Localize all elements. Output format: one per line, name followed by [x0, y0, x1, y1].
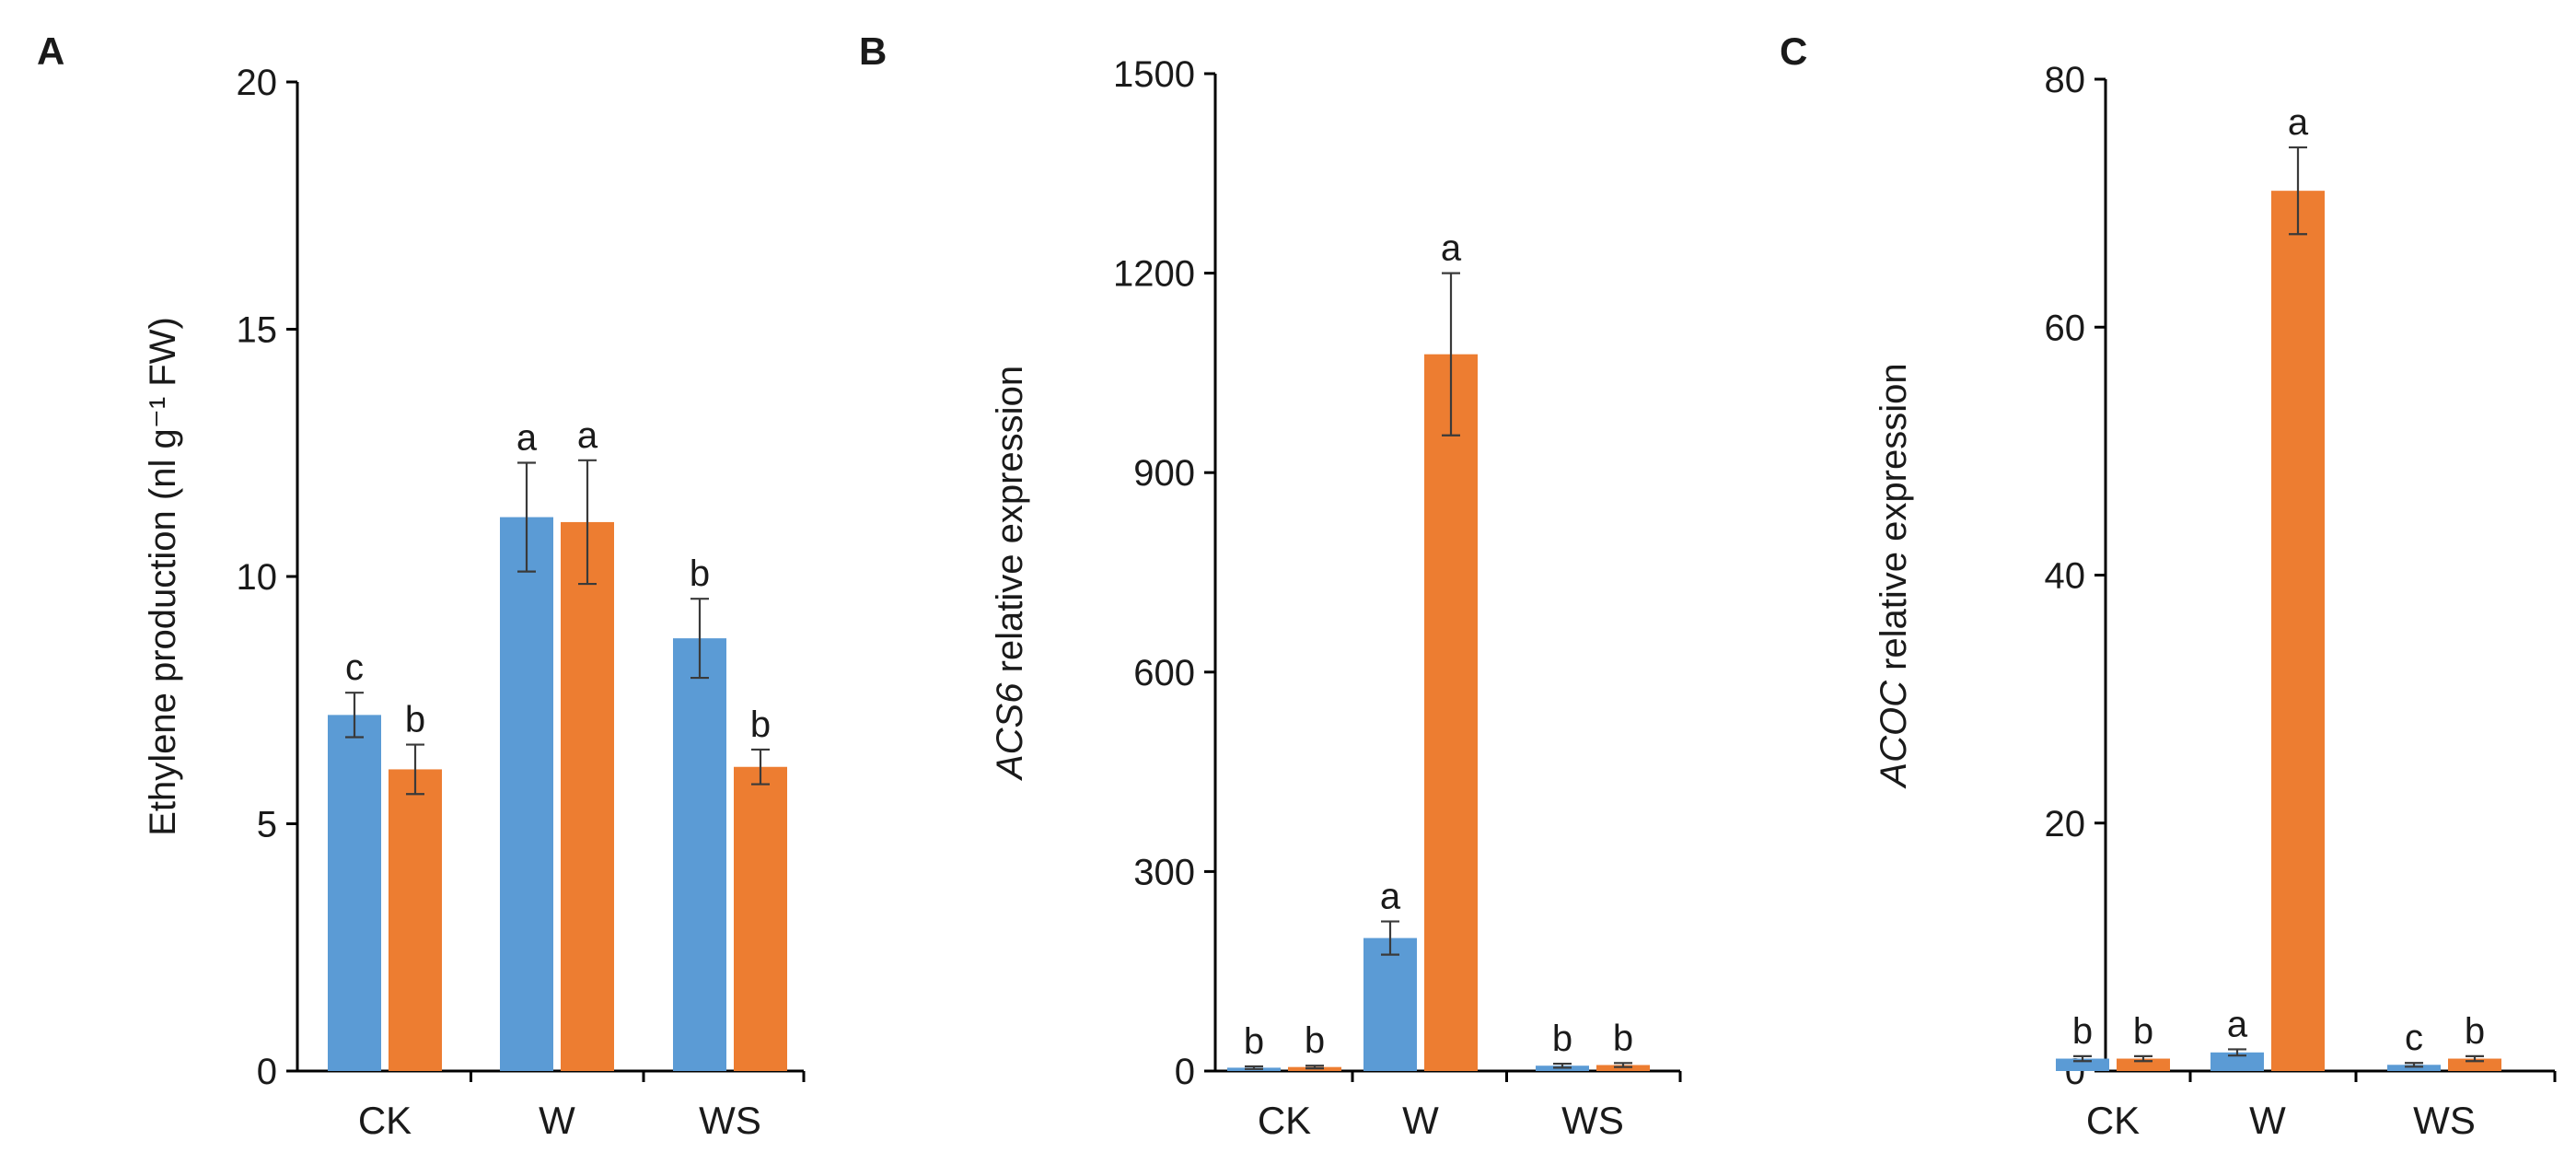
x-tick-label-ck: CK [358, 1099, 412, 1142]
significance-letter: b [2072, 1011, 2093, 1052]
significance-letter: b [2465, 1011, 2485, 1052]
y-tick-label: 1500 [1113, 54, 1195, 95]
panel-letter: B [859, 29, 887, 73]
bar-w-series1 [2210, 1052, 2264, 1071]
y-axis-title-rest: relative expression [990, 366, 1030, 683]
significance-letter: a [1441, 228, 1462, 269]
significance-letter: a [2288, 102, 2309, 143]
bar-ck-series2 [389, 769, 442, 1071]
bar-w-series2 [1424, 354, 1478, 1072]
significance-letter: c [2405, 1018, 2423, 1058]
panel-B: B 0 300 600 900 1200 1500 CK W WS ACS6 relative ex… [859, 29, 1682, 1142]
y-tick-label: 600 [1133, 653, 1195, 693]
y-axis-title: Ethylene production (nl g⁻¹ FW) [143, 317, 183, 836]
bar-ws-series2 [734, 766, 787, 1071]
y-axis-title-gene: ACOC [1874, 680, 1914, 789]
y-axis-title-rest: relative expression [1874, 363, 1914, 681]
y-tick-label: 300 [1133, 852, 1195, 892]
x-tick-label-ws: WS [699, 1099, 761, 1142]
bar-w-series2 [561, 521, 614, 1071]
bar-w-series1 [1363, 937, 1417, 1071]
panel-letter: A [37, 29, 64, 73]
significance-letter: b [405, 700, 425, 740]
bar-ck-series1 [328, 715, 381, 1071]
bar-w-series2 [2271, 191, 2325, 1072]
y-tick-label: 0 [257, 1052, 277, 1092]
x-tick-label-ck: CK [1258, 1099, 1311, 1142]
y-tick-label: 40 [2045, 556, 2086, 597]
bar-ws-series1 [2387, 1065, 2441, 1071]
bar-w-series1 [500, 517, 553, 1071]
y-axis-title-gene: ACS6 [990, 682, 1030, 781]
y-axis-title: ACOC relative expression [1874, 363, 1914, 788]
y-tick-label: 20 [237, 63, 278, 103]
y-tick-label: 10 [237, 557, 278, 598]
bar-ck-series1 [2056, 1058, 2109, 1071]
panel-A: A 0 5 10 15 20 CK W WS Ethylene production (nl g⁻… [37, 29, 806, 1142]
significance-letter: a [1380, 877, 1401, 917]
y-tick-label: 5 [257, 805, 277, 845]
significance-letter: b [750, 704, 771, 745]
significance-letter: b [1613, 1018, 1633, 1058]
x-tick-label-w: W [2249, 1099, 2286, 1142]
y-tick-label: 0 [1175, 1052, 1195, 1092]
significance-letter: a [577, 415, 598, 456]
x-tick-label-ck: CK [2086, 1099, 2140, 1142]
significance-letter: c [345, 647, 364, 688]
x-tick-label-ws: WS [1561, 1099, 1624, 1142]
significance-letter: a [2227, 1004, 2248, 1044]
y-tick-label: 20 [2045, 804, 2086, 844]
y-tick-label: 80 [2045, 60, 2086, 100]
significance-letter: b [2133, 1011, 2153, 1052]
x-tick-label-w: W [1402, 1099, 1439, 1142]
y-tick-label: 60 [2045, 308, 2086, 348]
bar-ck-series2 [2117, 1058, 2170, 1071]
y-axis-title: ACS6 relative expression [990, 366, 1030, 781]
bar-ws-series1 [673, 638, 726, 1071]
significance-letter: b [1552, 1019, 1572, 1059]
x-tick-label-w: W [539, 1099, 575, 1142]
y-tick-label: 900 [1133, 453, 1195, 494]
panel-letter: C [1780, 29, 1807, 73]
bar-ws-series2 [2448, 1058, 2501, 1071]
significance-letter: b [1244, 1021, 1264, 1062]
y-tick-label: 1200 [1113, 254, 1195, 295]
significance-letter: b [690, 553, 710, 594]
y-tick-label: 15 [237, 310, 278, 351]
x-tick-label-ws: WS [2413, 1099, 2476, 1142]
significance-letter: a [516, 417, 538, 458]
significance-letter: b [1305, 1020, 1325, 1061]
